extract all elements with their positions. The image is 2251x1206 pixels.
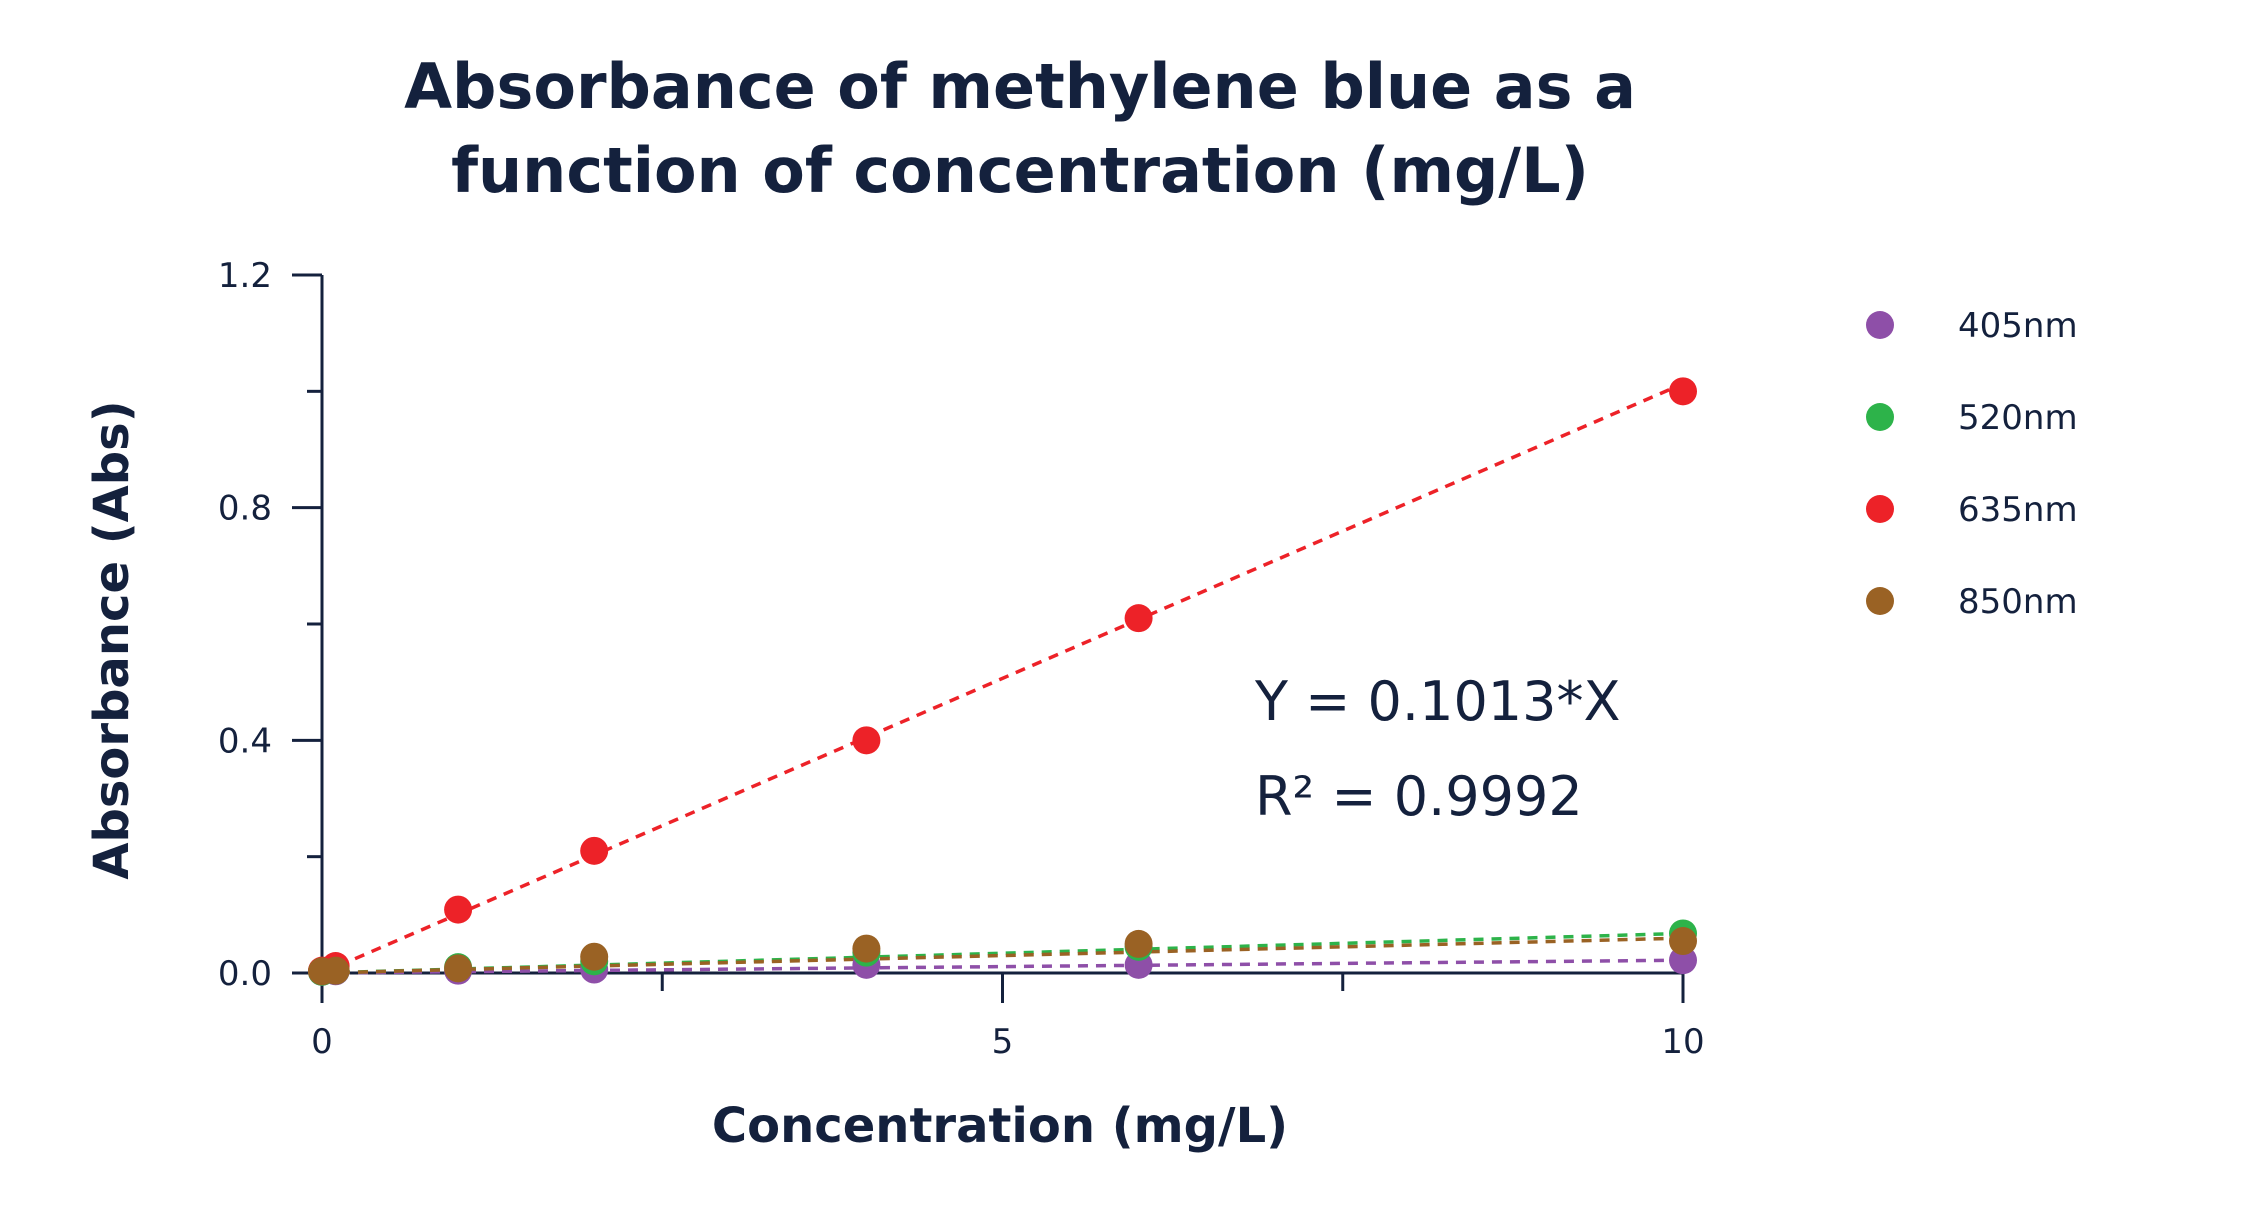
y-tick-label-1: 0.4 (218, 721, 272, 761)
point-850nm-2 (444, 954, 473, 983)
point-635nm-4 (852, 726, 881, 755)
chart-title-line-1: Absorbance of methylene blue as a (404, 50, 1636, 123)
trendline-635nm (321, 382, 1684, 975)
trendline-405nm (321, 958, 1684, 975)
trendlines (321, 382, 1684, 975)
point-405nm-6 (1669, 946, 1697, 975)
legend-label-405nm: 405nm (1958, 306, 2078, 346)
point-635nm-6 (1669, 377, 1697, 406)
r-squared-annotation: R² = 0.9992 (1255, 765, 1583, 828)
chart-title-line-2: function of concentration (mg/L) (451, 134, 1589, 207)
legend: 405nm 520nm 635nm 850nm (1866, 306, 2078, 622)
point-635nm-2 (444, 895, 473, 924)
axes: 0.0 0.4 0.8 1.2 0 5 10 (218, 256, 1705, 1062)
x-axis-label: Concentration (mg/L) (712, 1098, 1288, 1154)
point-635nm-5 (1124, 604, 1153, 633)
legend-label-850nm: 850nm (1958, 582, 2078, 622)
point-850nm-6 (1669, 927, 1697, 956)
x-tick-label-2: 10 (1661, 1022, 1704, 1062)
trendline-850nm (321, 936, 1684, 975)
legend-marker-405nm (1866, 311, 1894, 339)
data-points (308, 377, 1697, 986)
point-850nm-1 (321, 956, 350, 985)
equation-annotation: Y = 0.1013*X (1254, 670, 1621, 733)
legend-label-635nm: 635nm (1958, 490, 2078, 530)
legend-label-520nm: 520nm (1958, 398, 2078, 438)
trendline-520nm (321, 931, 1684, 975)
point-635nm-3 (580, 836, 609, 865)
legend-marker-520nm (1866, 403, 1894, 431)
y-axis-label: Absorbance (Abs) (84, 400, 140, 879)
y-tick-label-0: 0.0 (218, 954, 272, 994)
x-tick-label-1: 5 (992, 1022, 1014, 1062)
legend-marker-635nm (1866, 495, 1894, 523)
point-850nm-3 (580, 942, 609, 971)
point-850nm-5 (1124, 929, 1153, 958)
point-850nm-4 (852, 934, 881, 963)
x-tick-label-0: 0 (311, 1022, 333, 1062)
y-tick-label-3: 1.2 (218, 256, 272, 296)
y-tick-label-2: 0.8 (218, 489, 272, 529)
legend-marker-850nm (1866, 587, 1894, 615)
